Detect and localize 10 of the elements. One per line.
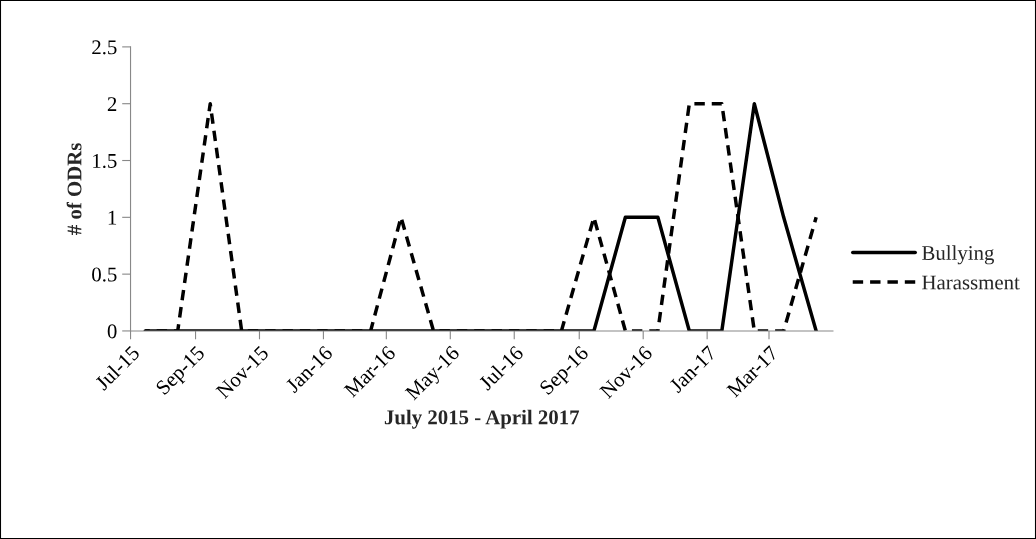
y-tick-label: 2 [107,97,117,111]
y-tick-label: 1 [108,210,117,225]
x-axis-title: July 2015 - April 2017 [384,409,580,429]
y-tick-label: 2.5 [92,40,117,55]
y-tick-label: 0.5 [92,267,117,282]
y-tick-label: 1.5 [93,153,117,169]
y-tick-label: 0 [107,324,117,339]
y-axis-title: # of ODRs [66,143,82,235]
legend-label: Harassment [922,275,1020,290]
legend-label: Bullying [922,245,995,265]
